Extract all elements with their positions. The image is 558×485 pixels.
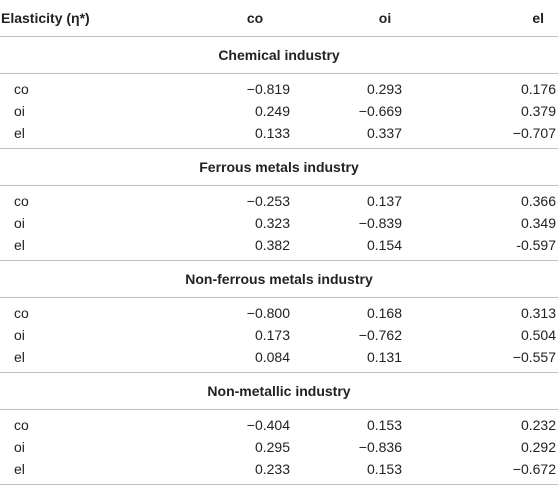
section-title: Ferrous metals industry <box>0 148 558 186</box>
cell-el: 0.232 <box>520 417 556 434</box>
cell-co: 0.382 <box>190 234 320 261</box>
cell-co: 0.249 <box>254 103 290 119</box>
row-label: oi <box>14 327 25 343</box>
cell-el: 0.379 <box>520 103 556 119</box>
table-row: el 0.084 0.131 −0.557 <box>0 346 558 373</box>
row-label: el <box>0 458 190 485</box>
row-label: el <box>0 122 190 149</box>
table-row: oi 0.249 −0.669 0.379 <box>0 100 558 122</box>
cell-co: 0.084 <box>190 346 320 373</box>
table-row: co −0.819 0.293 0.176 <box>0 73 558 100</box>
row-label: oi <box>14 439 25 455</box>
cell-oi: 0.154 <box>320 234 450 261</box>
cell-el: -0.597 <box>450 234 558 261</box>
header-el: el <box>450 0 558 37</box>
row-label: oi <box>14 103 25 119</box>
cell-oi: −0.762 <box>358 327 402 343</box>
cell-el: −0.707 <box>450 122 558 149</box>
row-label: co <box>14 417 29 434</box>
table-row: oi 0.323 −0.839 0.349 <box>0 212 558 234</box>
section-title: Chemical industry <box>0 36 558 74</box>
cell-el: 0.292 <box>520 439 556 455</box>
row-label: el <box>0 346 190 373</box>
cell-oi: 0.131 <box>320 346 450 373</box>
cell-el: 0.366 <box>520 193 556 210</box>
section-title: Non-ferrous metals industry <box>0 260 558 298</box>
header-elasticity: Elasticity (η*) <box>0 0 190 37</box>
cell-oi: 0.293 <box>366 81 402 98</box>
table-row: el 0.382 0.154 -0.597 <box>0 234 558 261</box>
cell-co: 0.233 <box>190 458 320 485</box>
cell-oi: −0.836 <box>358 439 402 455</box>
table-row: oi 0.295 −0.836 0.292 <box>0 436 558 458</box>
cell-el: −0.672 <box>450 458 558 485</box>
row-label: co <box>14 81 29 98</box>
cell-oi: 0.153 <box>320 458 450 485</box>
cell-oi: 0.137 <box>366 193 402 210</box>
table-row: el 0.133 0.337 −0.707 <box>0 122 558 149</box>
section-header-ferrous: Ferrous metals industry <box>0 148 558 186</box>
cell-co: 0.173 <box>254 327 290 343</box>
cell-el: 0.176 <box>520 81 556 98</box>
row-label: co <box>14 193 29 210</box>
cell-el: 0.349 <box>520 215 556 231</box>
cell-co: −0.404 <box>246 417 290 434</box>
cell-co: −0.819 <box>246 81 290 98</box>
cell-el: 0.313 <box>520 305 556 322</box>
table-row: co −0.404 0.153 0.232 <box>0 409 558 436</box>
section-title: Non-metallic industry <box>0 372 558 410</box>
cell-co: −0.800 <box>246 305 290 322</box>
cell-co: 0.295 <box>254 439 290 455</box>
cell-co: −0.253 <box>246 193 290 210</box>
cell-oi: 0.153 <box>366 417 402 434</box>
row-label: oi <box>14 215 25 231</box>
cell-co: 0.133 <box>190 122 320 149</box>
table-row: co −0.253 0.137 0.366 <box>0 185 558 212</box>
cell-el: −0.557 <box>450 346 558 373</box>
table-header-row: Elasticity (η*) co oi el <box>0 0 558 37</box>
cell-el: 0.504 <box>520 327 556 343</box>
table-row: oi 0.173 −0.762 0.504 <box>0 324 558 346</box>
header-oi: oi <box>320 0 450 37</box>
section-header-non-metallic: Non-metallic industry <box>0 372 558 410</box>
row-label: co <box>14 305 29 322</box>
cell-co: 0.323 <box>254 215 290 231</box>
row-label: el <box>0 234 190 261</box>
table-row: el 0.233 0.153 −0.672 <box>0 458 558 485</box>
section-header-non-ferrous: Non-ferrous metals industry <box>0 260 558 298</box>
table-row: co −0.800 0.168 0.313 <box>0 297 558 324</box>
cell-oi: 0.337 <box>320 122 450 149</box>
cell-oi: −0.669 <box>358 103 402 119</box>
cell-oi: 0.168 <box>366 305 402 322</box>
header-co: co <box>190 0 320 37</box>
cell-oi: −0.839 <box>358 215 402 231</box>
section-header-chemical: Chemical industry <box>0 36 558 74</box>
